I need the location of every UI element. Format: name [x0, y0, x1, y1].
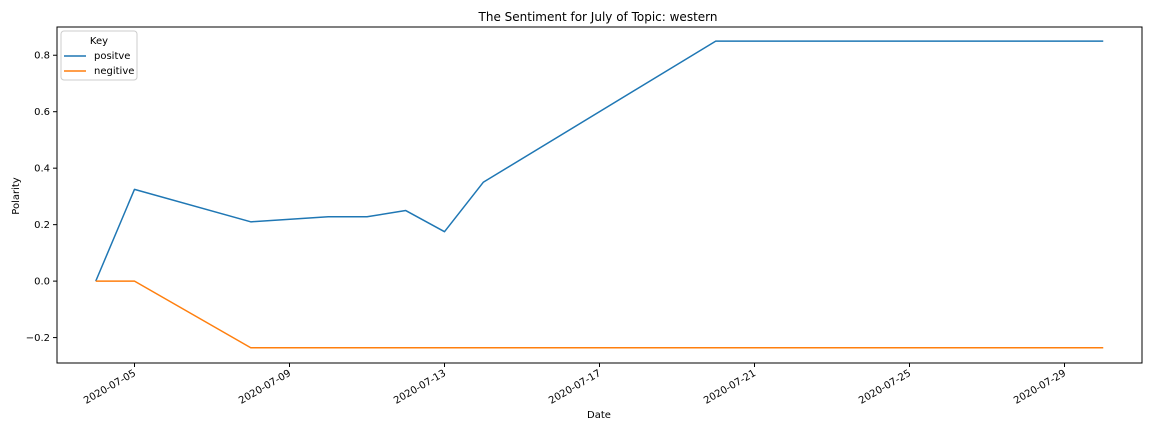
x-tick-label: 2020-07-29: [1012, 368, 1068, 407]
y-tick-label: 0.4: [34, 164, 50, 175]
series-line-negative: [95, 280, 1104, 349]
series-line-positive: [95, 40, 1104, 282]
x-tick-label: 2020-07-25: [857, 368, 913, 407]
plot-area: [56, 26, 1143, 364]
legend-label-negative: negitive: [94, 66, 134, 77]
x-tick-label: 2020-07-09: [237, 368, 293, 407]
y-axis-label: Polarity: [11, 177, 22, 215]
y-axis-ticks: −0.2 0.0 0.2 0.4 0.6 0.8: [26, 51, 57, 344]
series-layer: [95, 40, 1104, 349]
y-tick-label: 0.6: [34, 107, 50, 118]
x-tick-label: 2020-07-17: [547, 368, 603, 407]
x-tick-label: 2020-07-13: [392, 368, 448, 407]
x-tick-label: 2020-07-05: [82, 368, 138, 407]
legend-title: Key: [90, 36, 108, 47]
legend: Key positve negitive: [60, 30, 138, 81]
chart-title: The Sentiment for July of Topic: western: [478, 10, 718, 24]
x-axis-label: Date: [587, 410, 611, 421]
x-tick-label: 2020-07-21: [702, 368, 758, 407]
y-tick-label: 0.0: [34, 277, 50, 288]
y-tick-label: −0.2: [26, 333, 50, 344]
legend-box: [60, 30, 138, 81]
y-tick-label: 0.8: [34, 51, 50, 62]
legend-label-positive: positve: [94, 51, 130, 62]
y-tick-label: 0.2: [34, 220, 50, 231]
x-axis-ticks: 2020-07-05 2020-07-09 2020-07-13 2020-07-17…: [82, 363, 1068, 407]
